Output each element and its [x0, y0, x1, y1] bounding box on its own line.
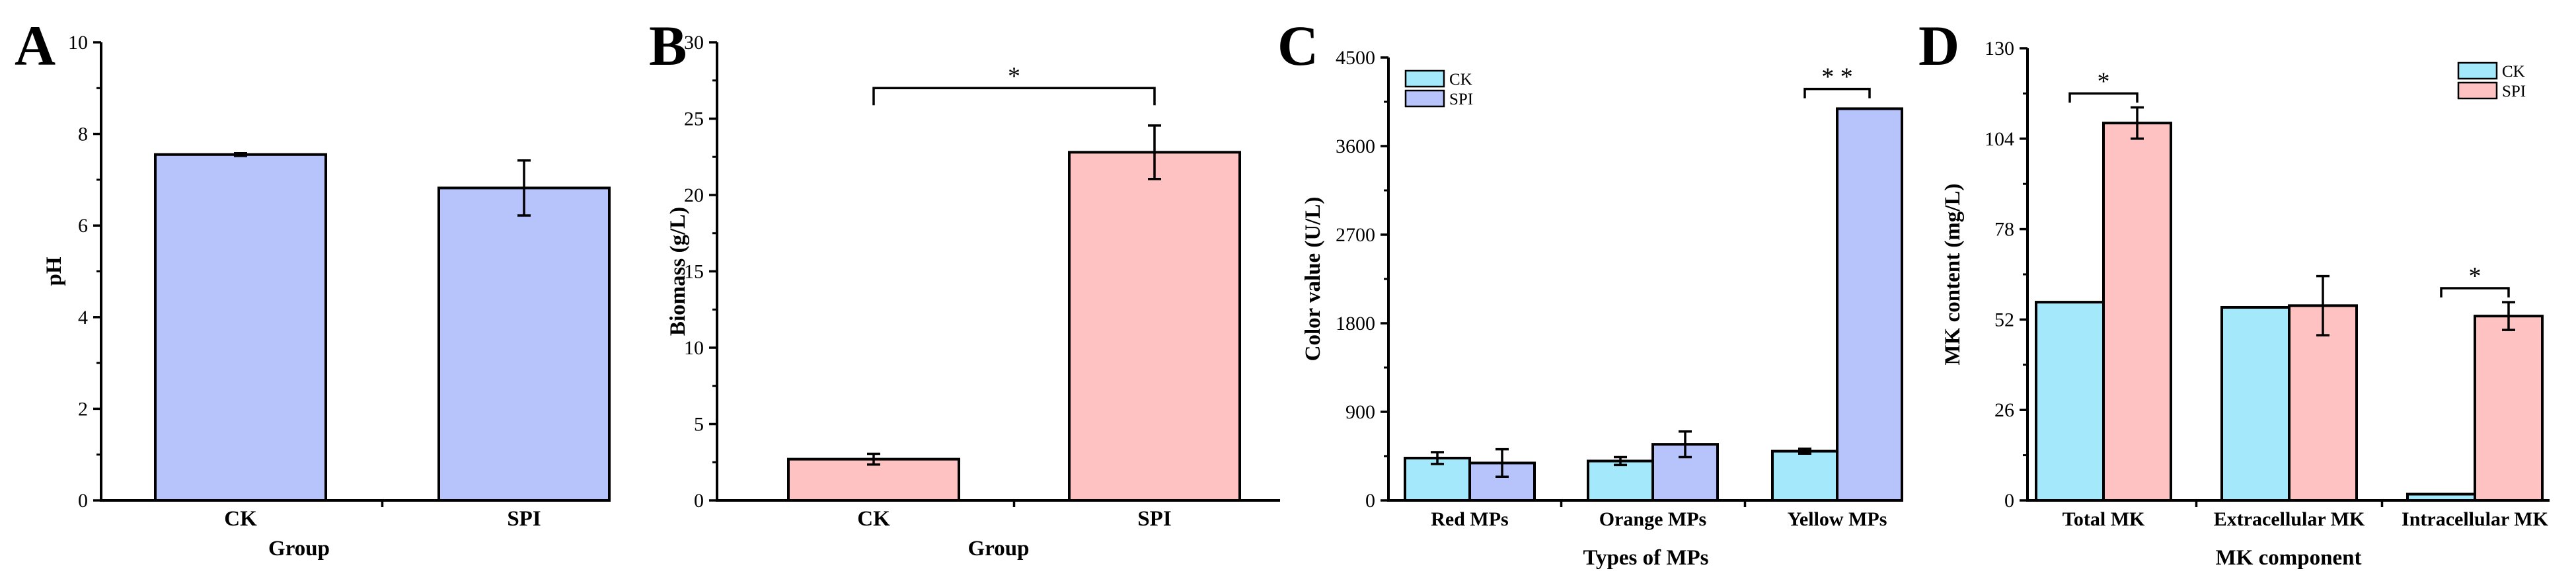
x-axis-title: Types of MPs	[1583, 546, 1708, 570]
y-tick-label: 4500	[1336, 47, 1375, 69]
bar-spi	[1068, 151, 1241, 502]
x-tick-label: SPI	[1137, 507, 1171, 531]
legend-label-ck: CK	[2502, 63, 2525, 81]
significance-label: *	[2469, 262, 2481, 290]
legend-swatch-ck	[2457, 61, 2498, 80]
panel-c: C 0 900 1800 2700 3600 4500 Red MPs Orange MPs Ye…	[1277, 14, 1903, 570]
y-tick-label: 52	[1994, 309, 2014, 331]
x-tick-label: CK	[857, 507, 890, 531]
x-axis-title: Group	[968, 537, 1030, 561]
bar-ck	[2220, 305, 2291, 502]
y-tick-label: 5	[694, 414, 704, 436]
panel-d: D 0 26 52 78 104 130 Total MK Extracellular MK In…	[1918, 14, 2550, 570]
y-tick-label: 25	[684, 108, 704, 130]
panel-letter: D	[1918, 14, 1959, 77]
legend-swatch-spi	[2457, 81, 2498, 100]
y-tick-label: 2	[78, 398, 88, 420]
bar-ck	[154, 153, 327, 502]
y-tick-label: 104	[1985, 128, 2014, 150]
y-tick-label: 15	[684, 261, 704, 283]
y-tick-label: 0	[1365, 490, 1375, 512]
legend-swatch-ck	[1404, 69, 1445, 88]
y-tick-label: 6	[78, 215, 88, 237]
x-tick-label: CK	[224, 507, 257, 531]
significance-bracket	[2440, 287, 2510, 298]
significance-label: *	[1008, 62, 1020, 90]
y-tick-label: 10	[684, 337, 704, 359]
y-tick-label: 130	[1985, 38, 2014, 59]
bar-spi	[2102, 122, 2172, 502]
bar-spi	[437, 186, 611, 502]
legend-label-ck: CK	[1449, 71, 1472, 89]
panel-letter: B	[649, 14, 687, 77]
y-tick-label: 0	[2004, 490, 2014, 512]
y-axis-title: Color value (U/L)	[1301, 197, 1325, 362]
y-tick-label: 1800	[1336, 313, 1375, 334]
y-axis-title: pH	[42, 256, 66, 286]
significance-bracket	[2068, 92, 2139, 103]
panel-letter: C	[1277, 14, 1318, 77]
y-tick-label: 0	[694, 490, 704, 512]
significance-label: * *	[1821, 63, 1853, 91]
bar-ck	[1771, 450, 1838, 502]
significance-bracket	[872, 87, 1156, 106]
significance-bracket	[1803, 87, 1871, 98]
y-tick-label: 4	[78, 307, 88, 329]
bar-ck	[1587, 459, 1654, 502]
x-tick-label: Yellow MPs	[1788, 508, 1887, 530]
significance-label: *	[2098, 67, 2110, 95]
y-tick-label: 10	[68, 32, 88, 54]
x-axis-title: MK component	[2216, 546, 2362, 570]
panel-b: B 0 5 10 15 20 25 30 CK SPI Group Biomass (g/L) *	[649, 14, 1280, 561]
panel-letter: A	[15, 14, 56, 77]
y-tick-label: 3600	[1336, 136, 1375, 157]
legend-swatch-spi	[1404, 89, 1445, 108]
legend-label-spi: SPI	[1449, 91, 1473, 108]
y-tick-label: 900	[1345, 401, 1375, 423]
y-tick-label: 30	[684, 32, 704, 54]
x-axis-title: Group	[268, 537, 330, 561]
panel-a: A 0 2 4 6 8 10 CK SPI Group pH	[15, 14, 611, 561]
x-tick-label: Red MPs	[1431, 508, 1508, 530]
y-axis-title: MK content (mg/L)	[1941, 184, 1965, 366]
x-tick-label: Intracellular MK	[2402, 508, 2549, 530]
y-tick-label: 78	[1994, 219, 2014, 241]
bar-spi	[1836, 107, 1903, 502]
y-tick-label: 8	[78, 124, 88, 145]
y-axis-title: Biomass (g/L)	[666, 207, 690, 336]
x-tick-label: Extracellular MK	[2214, 508, 2365, 530]
bar-ck	[2035, 301, 2105, 502]
y-tick-label: 20	[684, 184, 704, 206]
x-tick-label: Total MK	[2063, 508, 2145, 530]
bar-spi	[2474, 315, 2544, 502]
x-tick-label: SPI	[507, 507, 541, 531]
y-tick-label: 2700	[1336, 224, 1375, 246]
y-tick-label: 0	[78, 490, 88, 512]
y-tick-label: 26	[1994, 399, 2014, 421]
x-tick-label: Orange MPs	[1599, 508, 1706, 530]
legend-label-spi: SPI	[2502, 83, 2526, 100]
